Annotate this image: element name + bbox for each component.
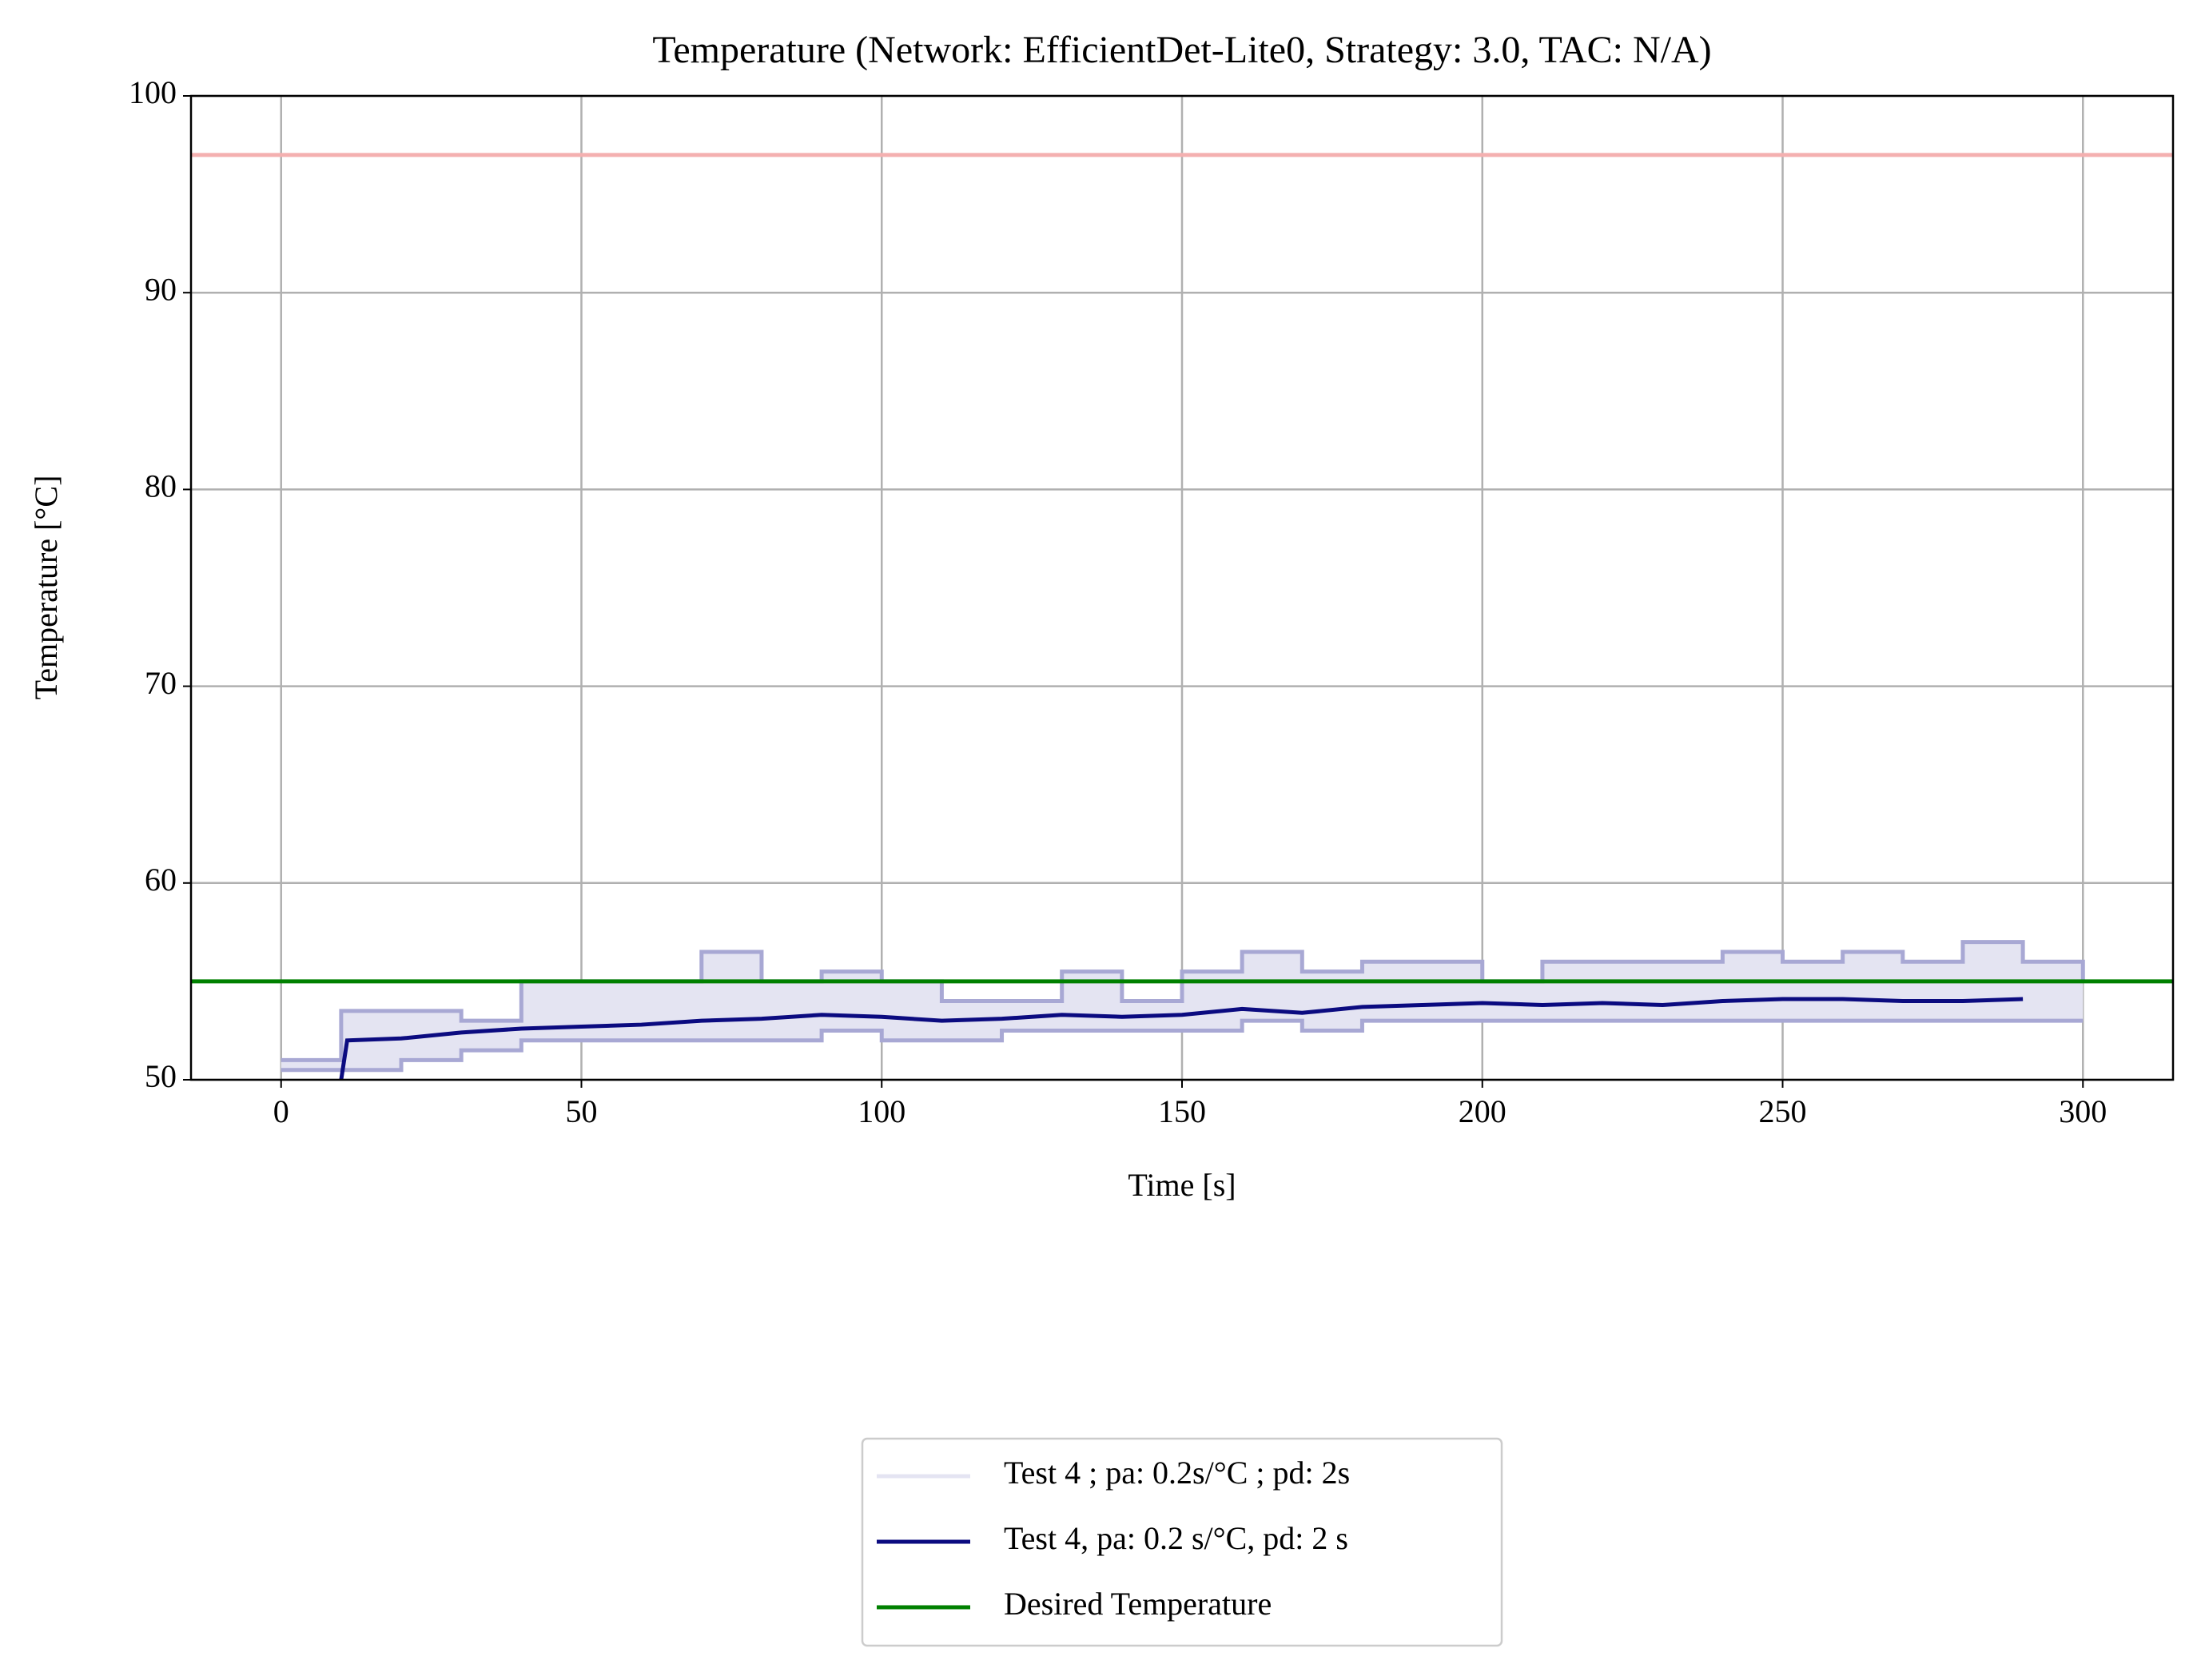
legend-label: Test 4, pa: 0.2 s/°C, pd: 2 s: [1004, 1520, 1348, 1556]
y-tick-label: 70: [145, 665, 177, 701]
y-tick-label: 80: [145, 468, 177, 504]
x-tick-label: 150: [1158, 1093, 1206, 1129]
band-low: [281, 1018, 2084, 1073]
y-tick-label: 50: [145, 1058, 177, 1094]
band-fill: [281, 942, 2084, 1070]
series-line: [339, 997, 2024, 1080]
x-tick-label: 100: [858, 1093, 905, 1129]
chart-title: Temperature (Network: EfficientDet-Lite0…: [652, 29, 1711, 71]
plot-area: [191, 153, 2173, 1080]
x-axis-label: Time [s]: [1128, 1167, 1236, 1203]
y-tick-label: 60: [145, 862, 177, 898]
x-tick-label: 250: [1759, 1093, 1807, 1129]
y-tick-label: 90: [145, 271, 177, 307]
x-tick-label: 300: [2059, 1093, 2107, 1129]
y-tick-label: 100: [129, 74, 177, 110]
x-tick-label: 0: [273, 1093, 289, 1129]
legend-box: [861, 1437, 1503, 1647]
y-axis-label: Temperature [°C]: [28, 476, 64, 700]
x-tick-label: 200: [1459, 1093, 1506, 1129]
legend-label: Test 4 ; pa: 0.2s/°C ; pd: 2s: [1004, 1455, 1350, 1491]
legend-label: Desired Temperature: [1004, 1586, 1272, 1622]
x-tick-label: 50: [565, 1093, 597, 1129]
plot-frame: [189, 94, 2175, 1081]
